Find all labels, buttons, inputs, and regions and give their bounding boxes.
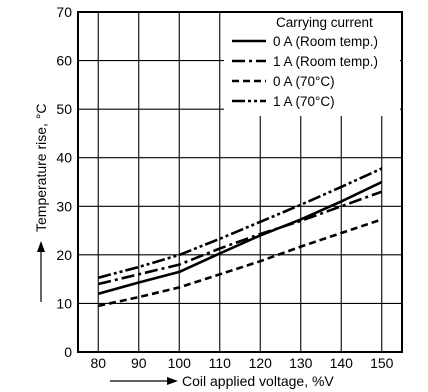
x-tick-label: 140 (330, 355, 354, 371)
series-line-2 (97, 190, 383, 286)
x-tick-label: 90 (131, 355, 147, 371)
y-axis-arrow (37, 241, 45, 302)
series-line-3 (98, 218, 383, 308)
y-tick-label: 0 (64, 344, 72, 360)
y-axis-ticks: 0 10 20 30 40 50 60 70 (56, 4, 72, 360)
series-line-4 (97, 167, 383, 279)
x-tick-label: 130 (289, 355, 313, 371)
y-tick-label: 10 (56, 295, 72, 311)
legend-entry: 0 A (Room temp.) (273, 34, 378, 49)
y-tick-label: 20 (56, 247, 72, 263)
x-axis-arrow (110, 377, 178, 385)
x-axis-label: Coil applied voltage, %V (182, 373, 334, 389)
x-tick-label: 110 (209, 355, 232, 371)
series-lines (97, 167, 383, 308)
y-tick-label: 60 (56, 53, 72, 69)
legend-entry: 1 A (Room temp.) (273, 54, 378, 69)
legend-entry: 0 A (70°C) (273, 74, 335, 89)
y-tick-label: 40 (56, 150, 72, 166)
x-tick-label: 80 (90, 355, 106, 371)
legend-background (224, 13, 400, 116)
x-axis-ticks: 80 90 100 110 120 130 140 150 (90, 355, 393, 371)
legend-entry: 1 A (70°C) (273, 94, 335, 109)
y-axis-label: Temperature rise, °C (33, 103, 49, 232)
y-tick-label: 70 (56, 4, 72, 20)
y-tick-label: 30 (56, 198, 72, 214)
x-tick-label: 100 (168, 355, 192, 371)
x-tick-label: 120 (249, 355, 273, 371)
legend: Carrying current 0 A (Room temp.) 1 A (Roo… (232, 15, 378, 109)
x-tick-label: 150 (370, 355, 394, 371)
y-tick-label: 50 (56, 101, 72, 117)
plot-frame (77, 11, 403, 353)
series-line-1 (97, 180, 383, 295)
legend-title: Carrying current (276, 15, 373, 30)
